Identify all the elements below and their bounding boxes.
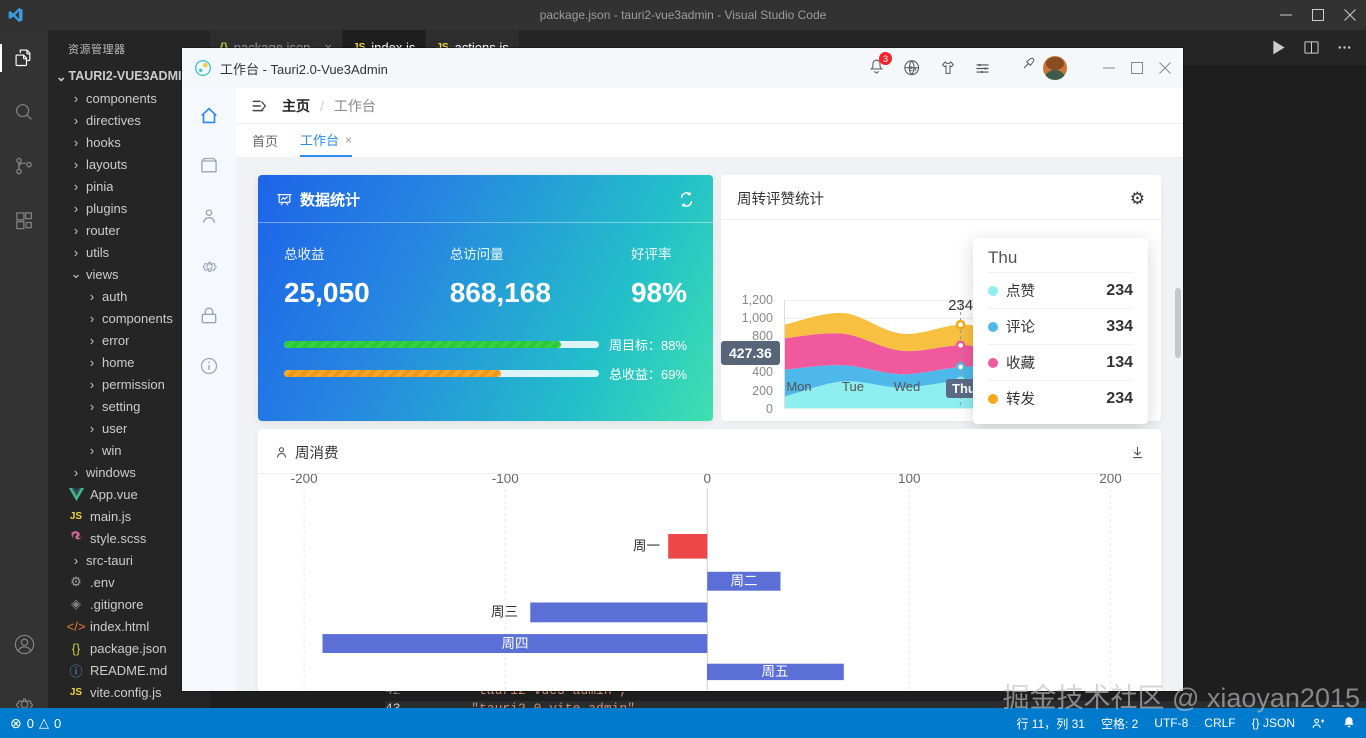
svg-text:234: 234 xyxy=(948,297,973,314)
svg-text:周一: 周一 xyxy=(633,539,660,554)
svg-text:100: 100 xyxy=(898,474,921,486)
svg-text:En: En xyxy=(909,65,917,72)
svg-text:-200: -200 xyxy=(291,474,318,486)
svg-text:周二: 周二 xyxy=(731,574,758,589)
svg-text:周五: 周五 xyxy=(762,664,789,679)
svg-text:周四: 周四 xyxy=(502,636,529,651)
svg-text:周三: 周三 xyxy=(491,605,518,620)
svg-text:-100: -100 xyxy=(492,474,519,486)
svg-text:0: 0 xyxy=(704,474,712,486)
svg-text:200: 200 xyxy=(1099,474,1122,486)
